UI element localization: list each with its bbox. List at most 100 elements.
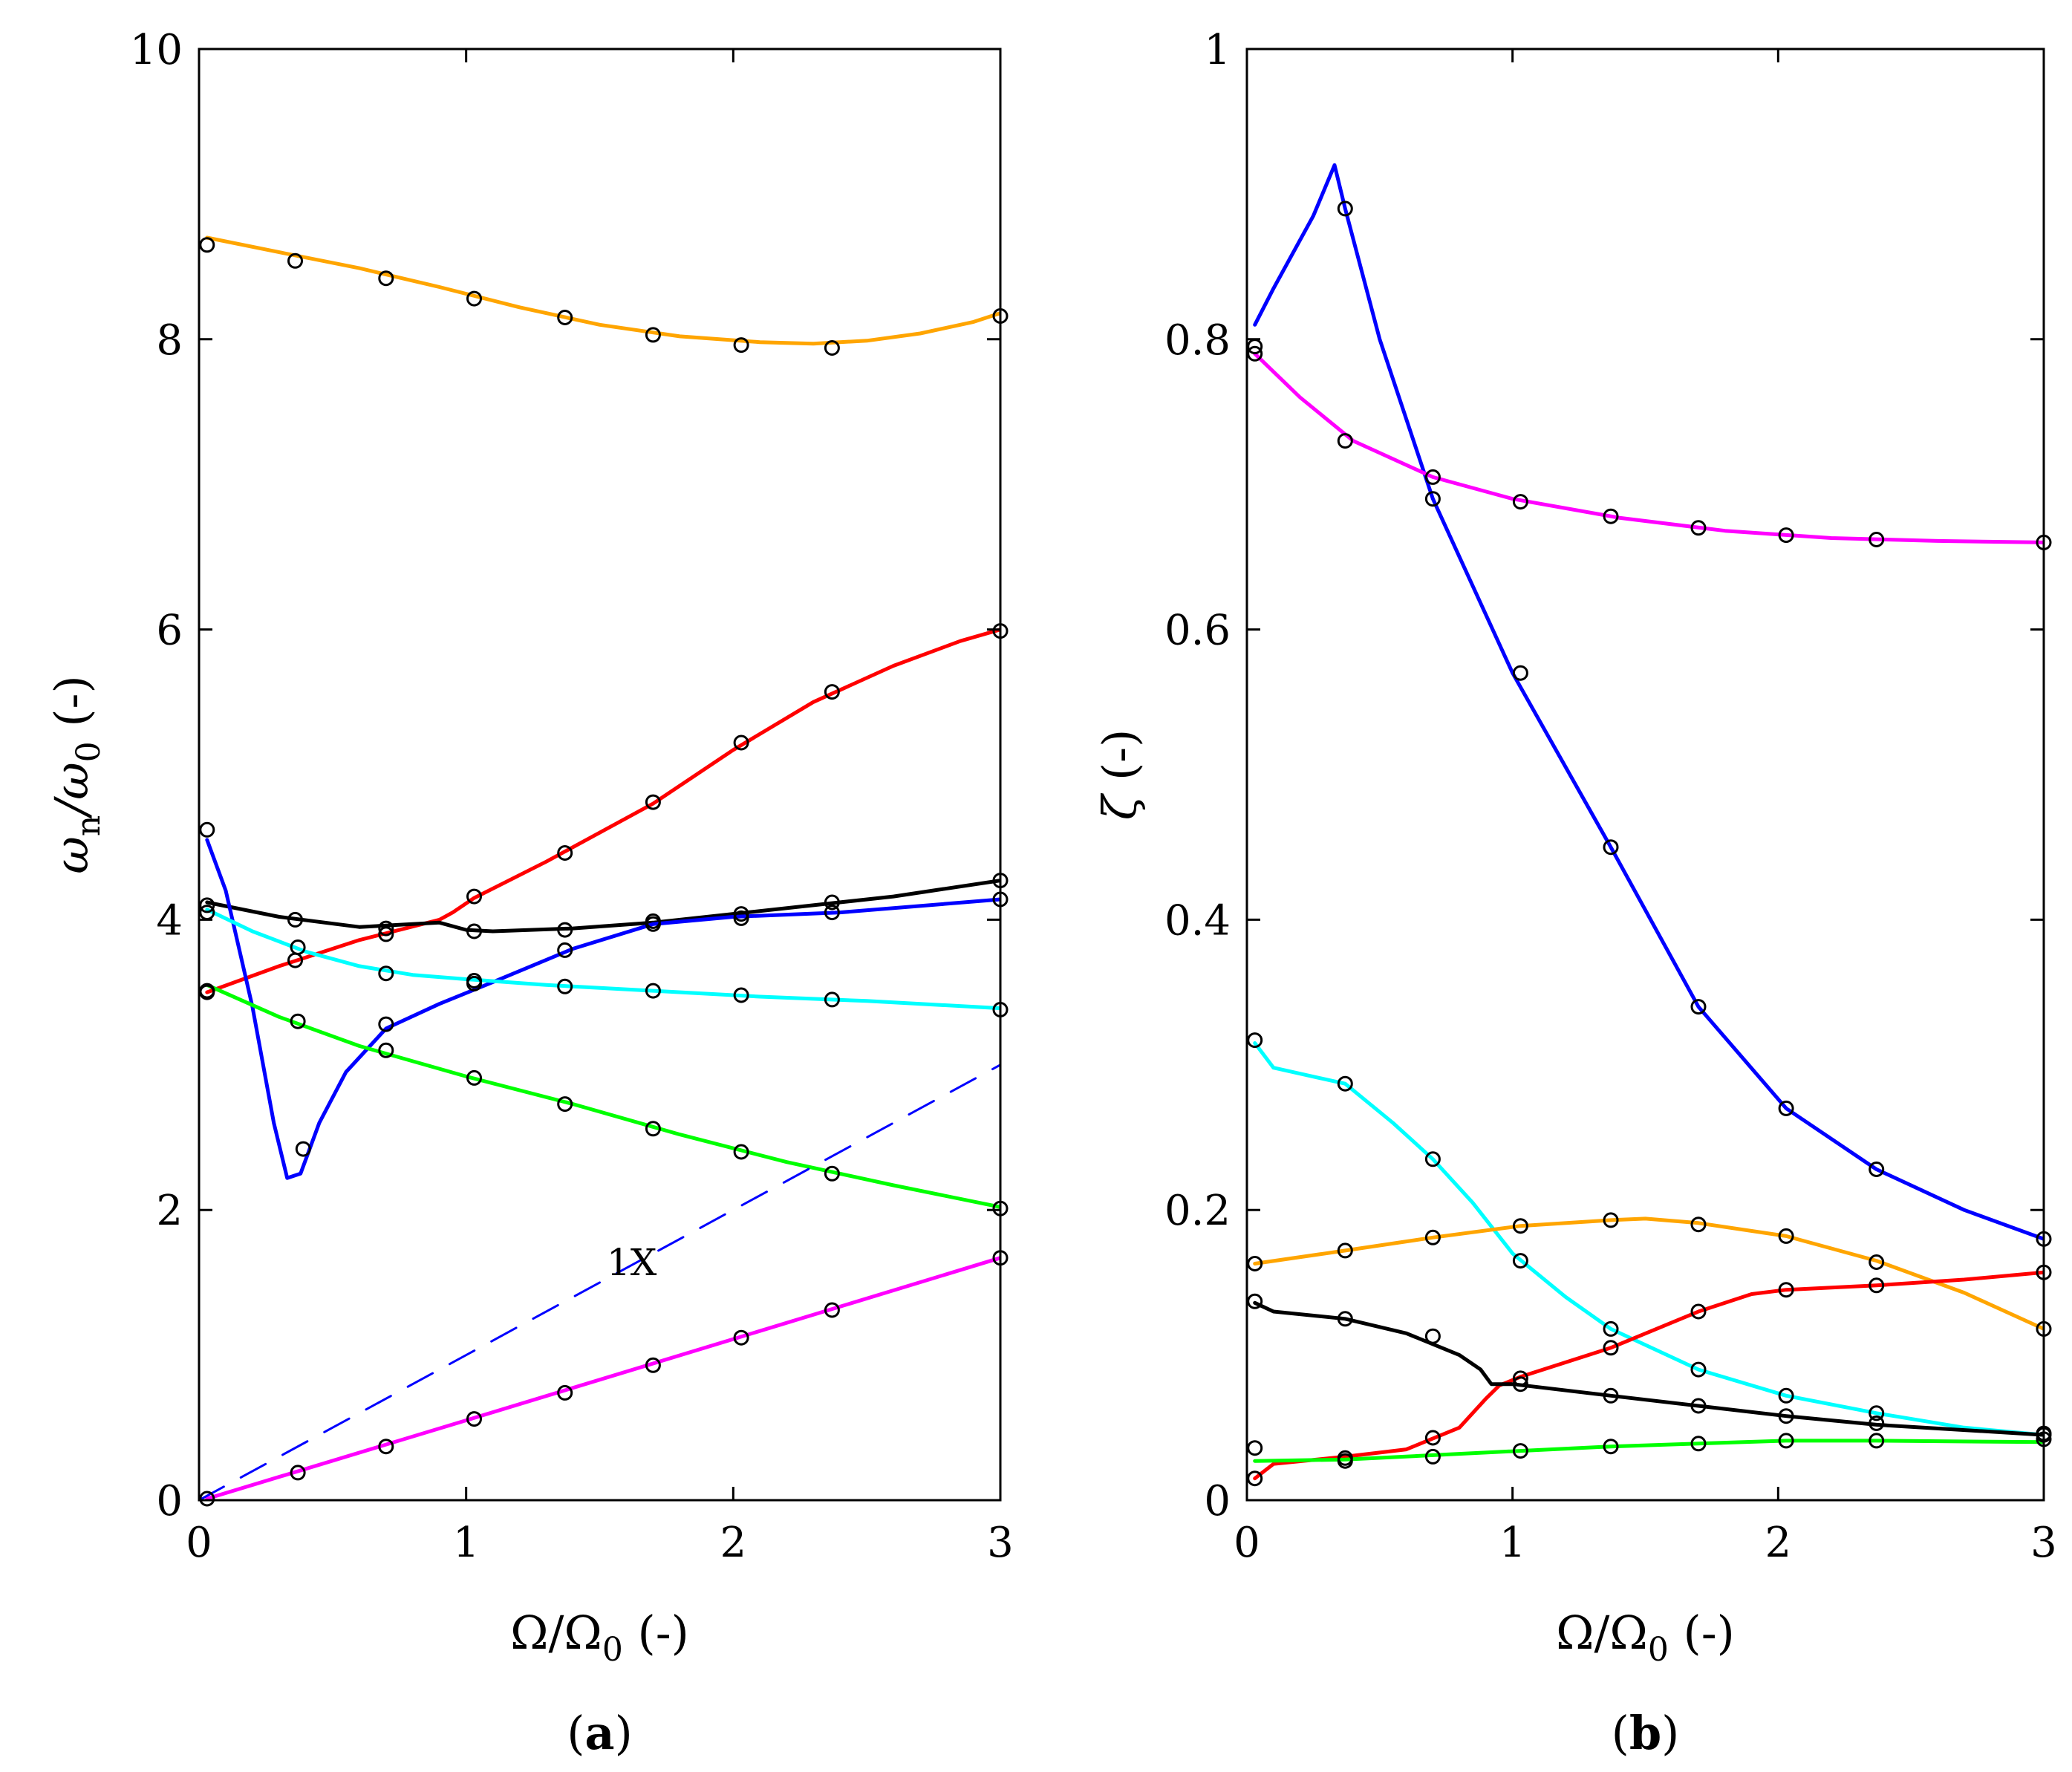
data-point-green [1690,1436,1707,1452]
data-point-orange [824,340,840,356]
data-point-cyan [1337,1075,1353,1092]
data-point-orange [287,253,303,269]
data-point-blue [1690,999,1707,1015]
y-tick-label: 0 [156,1477,183,1525]
data-point-red [1603,1340,1619,1356]
data-point-cyan [1424,1151,1441,1167]
data-point-green [1337,1453,1353,1469]
data-point-red [1247,1470,1263,1487]
data-point-blue [295,1141,311,1157]
data-point-cyan [378,965,394,982]
data-point-green [824,1165,840,1182]
data-point-green [290,1013,306,1029]
series-line-blue [1253,163,2044,1241]
x-tick-label: 0 [186,1519,212,1567]
y-tick-label: 6 [156,607,183,655]
data-point-black [1603,1387,1619,1404]
data-point-cyan [645,983,661,999]
data-point-green [1247,1440,1263,1456]
data-point-blue [1247,345,1263,362]
data-point-orange [733,337,749,354]
data-point-orange [1603,1212,1619,1228]
data-point-green [1603,1439,1619,1455]
data-point-cyan [1512,1253,1528,1269]
data-point-blue [824,905,840,921]
data-point-green [378,1042,394,1058]
data-point-orange [199,237,215,253]
series-line-orange [1253,1216,2044,1331]
data-point-orange [1690,1216,1707,1233]
data-point-cyan [1247,1032,1263,1049]
data-point-blue [199,821,215,838]
series-line-green [1253,1439,2044,1463]
y-tick-label: 10 [130,26,183,74]
data-point-black [1337,1311,1353,1327]
series-line-red [205,628,1000,994]
data-point-black [378,920,394,937]
data-point-red [733,734,749,751]
data-point-red [557,845,573,861]
x-axis-label: Ω/Ω0 (-) [1556,1606,1735,1669]
data-point-cyan [1778,1387,1794,1404]
data-point-black [733,906,749,922]
data-point-magenta [1603,508,1619,524]
series-line-blue [205,838,1000,1180]
panel-a: 0 1 2 3 0 2 4 6 8 10 Ω/Ω0 (-) ωn/ω0 (-) 1X (a) [45,26,1014,1760]
data-point-magenta [733,1329,749,1346]
data-point-black [1778,1408,1794,1424]
data-point-blue [1603,839,1619,856]
data-point-magenta [1869,532,1885,547]
data-point-cyan [1603,1320,1619,1337]
data-point-black [1690,1398,1707,1414]
series-line-red [1253,1270,2044,1481]
axes-frame [1245,48,2045,1502]
data-point-green [1512,1443,1528,1459]
data-point-orange [1337,1242,1353,1259]
series-line-1X [199,1063,1000,1500]
data-point-red [466,888,482,905]
x-tick-label: 3 [2030,1519,2057,1567]
y-tick-label: 0 [1204,1477,1231,1525]
data-point-black [1512,1376,1528,1392]
data-point-orange [1869,1254,1885,1270]
y-tick-label: 0.2 [1164,1187,1231,1235]
y-tick-label: 1 [1204,26,1231,74]
data-point-green [557,1096,573,1113]
axes-frame [198,48,1002,1502]
data-point-blue [1869,1162,1885,1177]
data-point-black [199,897,215,913]
data-point-orange [1247,1256,1263,1271]
series-line-cyan [1253,1041,2044,1437]
data-point-black [1247,1293,1263,1309]
panel-b: 0 1 2 3 0 0.2 0.4 0.6 0.8 1 Ω/Ω0 (-) ζ (-) (b) [1092,26,2057,1760]
data-point-black [466,923,482,939]
data-point-orange [645,327,661,343]
data-point-black [287,911,303,928]
data-point-green [199,983,215,999]
data-point-blue [645,916,661,932]
data-point-green [733,1144,749,1160]
data-point-magenta [290,1465,306,1481]
data-point-green [1869,1433,1885,1449]
data-point-blue [1512,665,1528,681]
data-point-cyan [824,991,840,1008]
data-point-green [466,1069,482,1086]
y-tick-label: 0.6 [1164,607,1231,655]
data-point-magenta [1337,433,1353,449]
data-point-cyan [557,978,573,994]
series-line-orange [205,235,1000,346]
data-point-red [1512,1370,1528,1387]
data-point-black [1424,1328,1441,1344]
data-point-magenta [557,1384,573,1401]
x-tick-label: 3 [987,1519,1014,1567]
x-tick-label: 2 [720,1519,747,1567]
data-point-orange [466,290,482,307]
data-point-magenta [645,1357,661,1373]
y-axis-label: ωn/ω0 (-) [45,675,108,873]
series-line-green [205,983,1000,1209]
data-point-orange [557,310,573,325]
data-point-magenta [378,1439,394,1455]
data-point-cyan [1869,1405,1885,1421]
data-point-red [1690,1303,1707,1320]
